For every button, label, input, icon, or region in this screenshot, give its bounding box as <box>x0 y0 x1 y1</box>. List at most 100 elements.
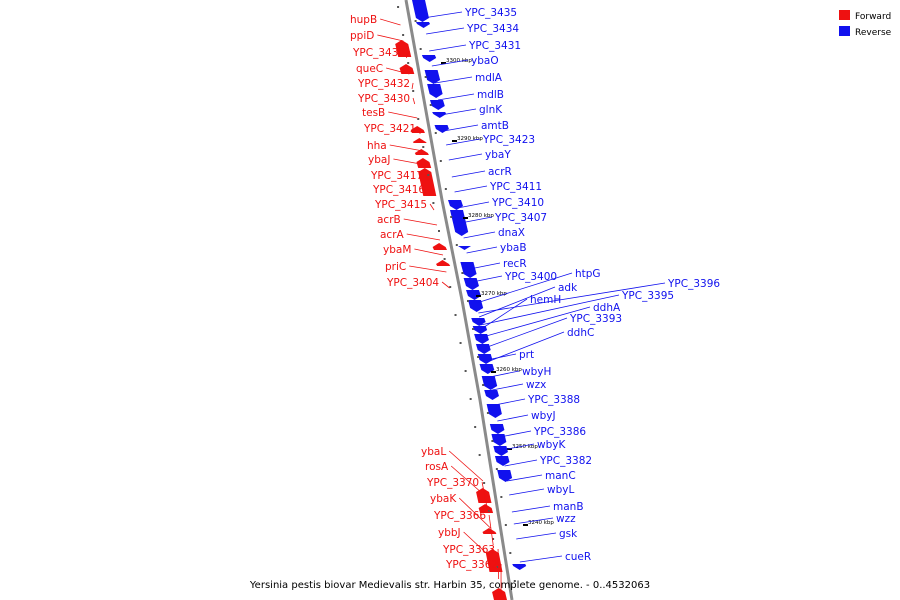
reverse-gene[interactable] <box>466 290 481 300</box>
gene-label[interactable]: gsk <box>559 528 578 540</box>
gene-label[interactable]: YPC_3410 <box>491 197 544 209</box>
reverse-gene[interactable] <box>471 318 486 326</box>
gene-label[interactable]: YPC_3432 <box>357 78 410 90</box>
reverse-gene[interactable] <box>481 376 498 390</box>
gene-label[interactable]: acrR <box>488 166 512 178</box>
reverse-gene[interactable] <box>468 300 484 312</box>
gene-label[interactable]: YPC_3430 <box>357 93 410 105</box>
gene-label[interactable]: hha <box>367 140 387 152</box>
gene-label[interactable]: YPC_3386 <box>533 426 586 438</box>
reverse-gene[interactable] <box>460 262 477 278</box>
gene-label[interactable]: manC <box>545 470 576 482</box>
gene-label[interactable]: YPC_3396 <box>667 278 720 290</box>
gene-label[interactable]: ybaL <box>421 446 446 458</box>
forward-gene[interactable] <box>395 40 412 57</box>
gene-label[interactable]: hupB <box>350 14 377 26</box>
reverse-gene[interactable] <box>412 0 429 22</box>
gene-label[interactable]: YPC_3415 <box>374 199 427 211</box>
gene-label[interactable]: adk <box>558 282 578 294</box>
gene-label[interactable]: YPC_3404 <box>386 277 439 289</box>
gene-label[interactable]: wbyK <box>537 439 566 451</box>
gene-label[interactable]: YPC_3436 <box>352 47 405 59</box>
reverse-gene[interactable] <box>448 200 463 210</box>
gene-label[interactable]: ddhC <box>567 327 594 339</box>
gene-label[interactable]: ybaJ <box>368 154 390 166</box>
gene-label[interactable]: YPC_3400 <box>504 271 557 283</box>
forward-gene[interactable] <box>436 260 451 266</box>
reverse-gene[interactable] <box>434 125 449 133</box>
forward-gene[interactable] <box>418 168 437 196</box>
gene-label[interactable]: ppiD <box>350 30 374 42</box>
gene-label[interactable]: acrB <box>377 214 401 226</box>
gene-label[interactable]: ybaY <box>485 149 511 161</box>
reverse-gene[interactable] <box>491 434 507 446</box>
gene-label[interactable]: recR <box>503 258 527 270</box>
gene-label[interactable]: priC <box>385 261 406 273</box>
gene-label[interactable]: YPC_3423 <box>482 134 535 146</box>
forward-gene[interactable] <box>432 243 447 250</box>
gene-label[interactable]: prt <box>519 349 534 361</box>
gene-label[interactable]: wbyL <box>547 484 574 496</box>
gene-label[interactable]: hemH <box>530 294 561 306</box>
reverse-gene[interactable] <box>479 364 495 374</box>
reverse-gene[interactable] <box>457 246 471 250</box>
gene-label[interactable]: mdlB <box>477 89 504 101</box>
gene-label[interactable]: YPC_3417 <box>370 170 423 182</box>
forward-gene[interactable] <box>399 64 415 74</box>
forward-gene[interactable] <box>412 138 427 143</box>
gene-label[interactable]: YPC_3366 <box>433 510 486 522</box>
reverse-gene[interactable] <box>427 84 443 98</box>
gene-label[interactable]: wzz <box>556 513 576 525</box>
gene-label[interactable]: ybaB <box>500 242 527 254</box>
gene-label[interactable]: YPC_3370 <box>426 477 479 489</box>
reverse-gene[interactable] <box>512 564 527 570</box>
reverse-gene[interactable] <box>494 456 510 466</box>
gene-label[interactable]: rosA <box>425 461 449 473</box>
reverse-gene[interactable] <box>430 100 445 110</box>
gene-label[interactable]: ddhA <box>593 302 621 314</box>
reverse-gene[interactable] <box>493 446 508 456</box>
gene-label[interactable]: YPC_3362 <box>445 559 498 571</box>
gene-label[interactable]: ybaO <box>471 55 499 67</box>
gene-label[interactable]: dnaX <box>498 227 525 239</box>
reverse-gene[interactable] <box>484 390 499 400</box>
gene-label[interactable]: YPC_3395 <box>621 290 674 302</box>
gene-label[interactable]: YPC_3407 <box>494 212 547 224</box>
reverse-gene[interactable] <box>486 404 502 418</box>
gene-label[interactable]: YPC_3431 <box>468 40 521 52</box>
forward-gene[interactable] <box>492 588 507 600</box>
gene-label[interactable]: YPC_3421 <box>363 123 416 135</box>
gene-label[interactable]: queC <box>356 63 383 75</box>
gene-label[interactable]: htpG <box>575 268 601 280</box>
gene-label[interactable]: wzx <box>526 379 546 391</box>
reverse-gene[interactable] <box>421 55 437 62</box>
forward-gene[interactable] <box>410 126 425 133</box>
gene-label[interactable]: manB <box>553 501 584 513</box>
forward-gene[interactable] <box>482 528 497 534</box>
gene-label[interactable]: YPC_3411 <box>489 181 542 193</box>
gene-label[interactable]: YPC_3416 <box>372 184 425 196</box>
reverse-gene[interactable] <box>450 210 469 236</box>
forward-gene[interactable] <box>414 149 429 155</box>
gene-label[interactable]: mdlA <box>475 72 503 84</box>
gene-label[interactable]: amtB <box>481 120 509 132</box>
reverse-gene[interactable] <box>489 424 505 434</box>
gene-label[interactable]: YPC_3435 <box>464 7 517 19</box>
gene-label[interactable]: ybaM <box>383 244 411 256</box>
gene-label[interactable]: ybaK <box>430 493 457 505</box>
gene-label[interactable]: YPC_3388 <box>527 394 580 406</box>
reverse-gene[interactable] <box>463 278 479 290</box>
reverse-gene[interactable] <box>424 70 441 84</box>
gene-label[interactable]: tesB <box>362 107 385 119</box>
forward-gene[interactable] <box>416 158 432 168</box>
gene-label[interactable]: ybbJ <box>438 527 461 539</box>
reverse-gene[interactable] <box>415 22 431 28</box>
gene-label[interactable]: wbyH <box>522 366 551 378</box>
gene-label[interactable]: YPC_3382 <box>539 455 592 467</box>
gene-label[interactable]: cueR <box>565 551 591 563</box>
gene-label[interactable]: YPC_3393 <box>569 313 622 325</box>
gene-label[interactable]: glnK <box>479 104 503 116</box>
reverse-gene[interactable] <box>497 470 513 482</box>
gene-label[interactable]: YPC_3434 <box>466 23 519 35</box>
gene-label[interactable]: acrA <box>380 229 405 241</box>
